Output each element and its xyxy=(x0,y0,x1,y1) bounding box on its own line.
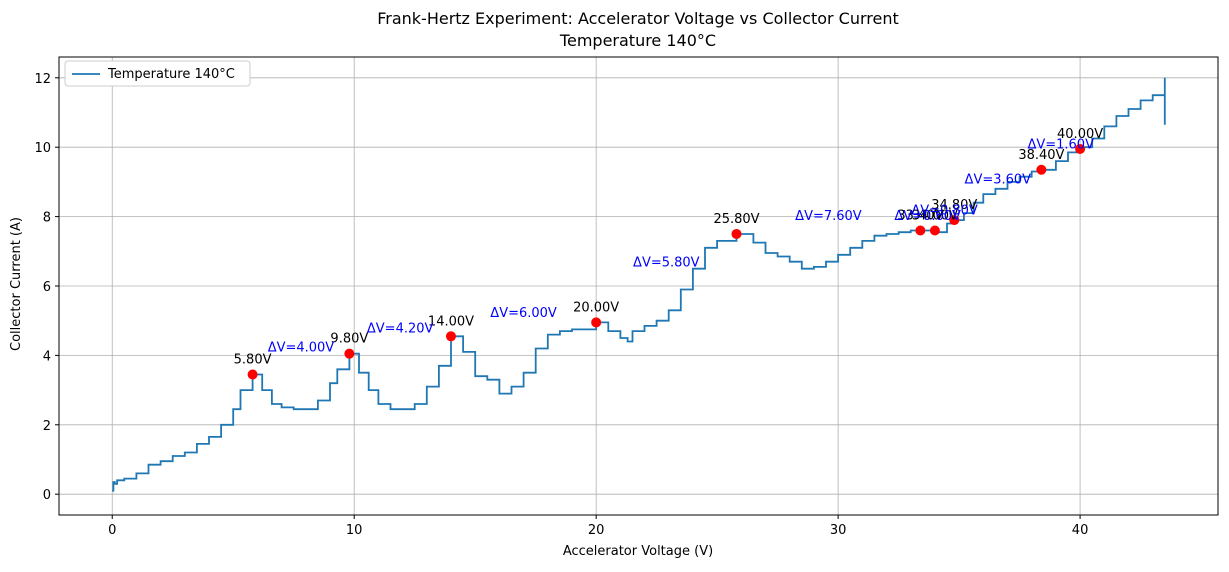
delta-label: ΔV=4.00V xyxy=(268,341,335,356)
peak-marker xyxy=(929,225,940,236)
peak-label: 20.00V xyxy=(573,300,619,315)
chart-title: Frank-Hertz Experiment: Accelerator Volt… xyxy=(377,9,899,28)
x-tick-label: 20 xyxy=(588,523,605,538)
peak-marker xyxy=(344,348,355,359)
y-tick-label: 0 xyxy=(43,488,51,503)
peak-label: 40.00V xyxy=(1057,127,1103,142)
y-tick-label: 2 xyxy=(43,419,51,434)
legend: Temperature 140°C xyxy=(64,60,251,87)
peak-marker xyxy=(1036,164,1047,175)
y-tick-label: 12 xyxy=(34,72,51,87)
peak-marker xyxy=(591,317,602,328)
delta-label: ΔV=4.20V xyxy=(367,322,434,337)
peak-marker xyxy=(731,228,742,239)
peak-label: 38.40V xyxy=(1018,148,1064,163)
delta-label: ΔV=3.60V xyxy=(965,172,1032,187)
x-tick-label: 30 xyxy=(830,523,847,538)
delta-label: ΔV=7.60V xyxy=(795,209,862,224)
x-axis-label: Accelerator Voltage (V) xyxy=(563,544,713,559)
legend-box xyxy=(64,60,251,87)
peak-label: 14.00V xyxy=(428,314,474,329)
y-tick-label: 10 xyxy=(34,141,51,156)
x-tick-label: 40 xyxy=(1072,523,1089,538)
peak-marker xyxy=(915,225,926,236)
y-tick-label: 4 xyxy=(43,349,51,364)
peak-marker xyxy=(445,331,456,342)
peak-marker xyxy=(949,215,960,226)
peak-marker xyxy=(247,369,258,380)
delta-label: ΔV=5.80V xyxy=(633,256,700,271)
peak-label: 34.80V xyxy=(931,198,977,213)
delta-label: ΔV=6.00V xyxy=(490,306,557,321)
peak-marker xyxy=(1075,143,1086,154)
y-tick-label: 6 xyxy=(43,280,51,295)
peak-label: 5.80V xyxy=(234,352,272,367)
peak-label: 9.80V xyxy=(330,332,368,347)
peak-label: 25.80V xyxy=(713,212,759,227)
chart-subtitle: Temperature 140°C xyxy=(559,31,716,50)
x-tick-label: 0 xyxy=(108,523,116,538)
x-tick-label: 10 xyxy=(346,523,363,538)
peak-label: 33.40V xyxy=(897,208,943,223)
delta-label: ΔV=0.80V xyxy=(911,204,978,219)
delta-label: ΔV=1.60V xyxy=(1027,138,1094,153)
delta-label: ΔV=0.60V xyxy=(894,209,961,224)
y-tick-label: 8 xyxy=(43,211,51,226)
y-axis-label: Collector Current (A) xyxy=(9,217,24,351)
peak-label: 34.00V xyxy=(912,208,958,223)
legend-entry: Temperature 140°C xyxy=(107,67,235,82)
series-line xyxy=(112,77,1166,492)
